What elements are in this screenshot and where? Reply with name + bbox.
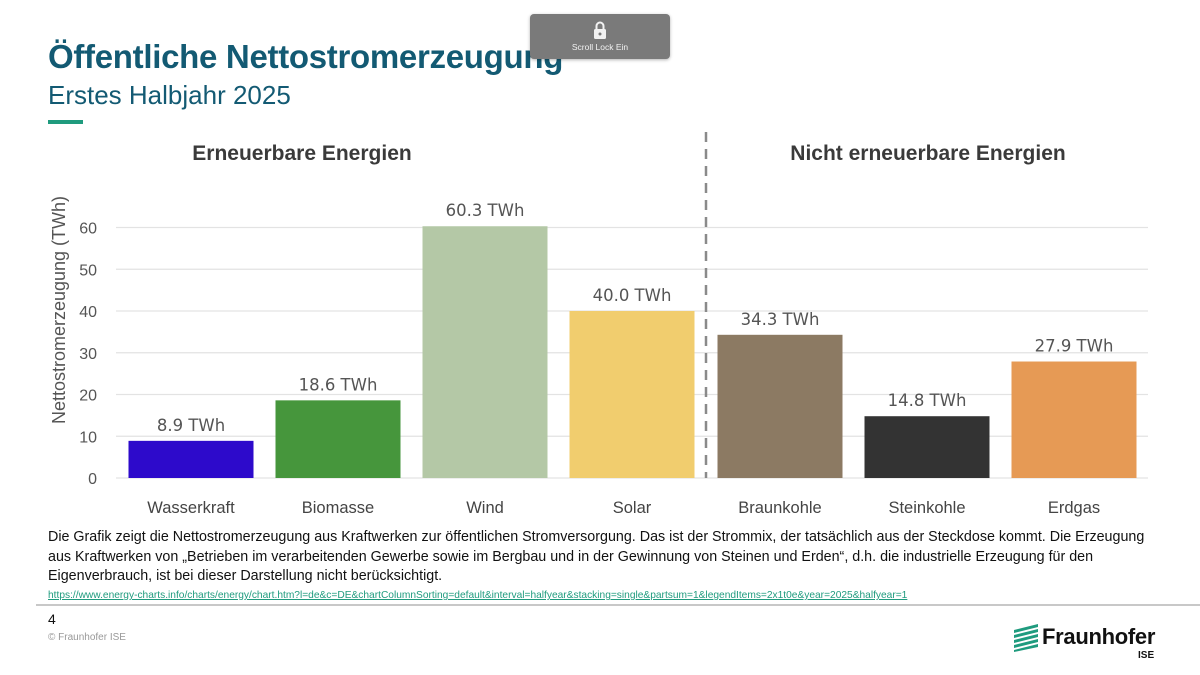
data-label: 27.9 TWh xyxy=(1035,337,1114,356)
lock-icon xyxy=(594,21,606,39)
bar-chart: 0 10 20 30 40 50 60 8.9 TWh 18.6 TWh 60.3 TWh 40.… xyxy=(49,132,1148,517)
bar-steinkohle xyxy=(864,416,990,478)
data-label: 8.9 TWh xyxy=(157,416,225,435)
group-heading: Nicht erneuerbare Energien xyxy=(790,142,1065,165)
y-tick-label: 20 xyxy=(79,388,97,405)
fraunhofer-logo: Fraunhofer ISE xyxy=(1014,622,1174,667)
y-tick-label: 10 xyxy=(79,429,97,446)
data-label: 40.0 TWh xyxy=(593,286,672,305)
x-tick-label: Braunkohle xyxy=(738,499,821,517)
x-tick-label: Wind xyxy=(466,499,504,517)
y-tick-label: 30 xyxy=(79,346,97,363)
bar-wind xyxy=(422,226,548,478)
data-label: 14.8 TWh xyxy=(888,391,967,410)
bar-erdgas xyxy=(1011,361,1137,478)
logo-institute: ISE xyxy=(1138,650,1155,661)
x-tick-label: Wasserkraft xyxy=(147,499,235,517)
title-accent-bar xyxy=(48,120,83,124)
data-label: 34.3 TWh xyxy=(741,310,820,329)
bar-wasserkraft xyxy=(128,440,254,478)
x-tick-label: Solar xyxy=(613,499,652,517)
data-label: 60.3 TWh xyxy=(446,201,525,220)
x-tick-label: Biomasse xyxy=(302,499,374,517)
y-tick-label: 0 xyxy=(88,471,97,488)
footer-divider xyxy=(36,604,1200,606)
fraunhofer-logo-mark xyxy=(1014,624,1038,652)
y-axis-label: Nettostromerzeugung (TWh) xyxy=(49,196,69,424)
y-tick-label: 40 xyxy=(79,304,97,321)
scroll-lock-indicator: Scroll Lock Ein xyxy=(530,14,670,59)
bar-braunkohle xyxy=(717,334,843,478)
bar-biomasse xyxy=(275,400,401,478)
bar-solar xyxy=(569,311,695,478)
page-title: Öffentliche Nettostromerzeugung xyxy=(48,38,564,75)
copyright: © Fraunhofer ISE xyxy=(48,632,126,643)
logo-wordmark: Fraunhofer xyxy=(1042,624,1156,649)
page-number: 4 xyxy=(48,611,56,627)
y-tick-label: 60 xyxy=(79,221,97,238)
source-link[interactable]: https://www.energy-charts.info/charts/en… xyxy=(48,590,908,601)
scroll-lock-label: Scroll Lock Ein xyxy=(571,42,629,52)
data-label: 18.6 TWh xyxy=(299,375,378,394)
x-tick-label: Erdgas xyxy=(1048,499,1100,517)
chart-description: Die Grafik zeigt die Nettostromerzeugung… xyxy=(48,529,1145,584)
group-heading: Erneuerbare Energien xyxy=(192,142,411,165)
x-tick-label: Steinkohle xyxy=(888,499,965,517)
page-subtitle: Erstes Halbjahr 2025 xyxy=(48,80,291,110)
y-tick-label: 50 xyxy=(79,262,97,279)
